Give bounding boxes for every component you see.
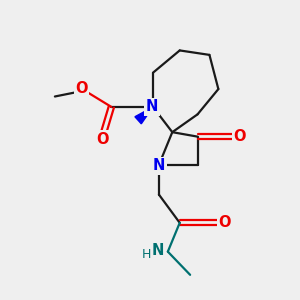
Text: H: H	[141, 248, 151, 261]
Text: O: O	[219, 215, 231, 230]
Text: O: O	[233, 129, 246, 144]
Text: O: O	[96, 132, 109, 147]
Polygon shape	[135, 107, 153, 124]
Text: N: N	[153, 158, 165, 173]
Text: N: N	[151, 243, 164, 258]
Text: N: N	[146, 99, 158, 114]
Text: O: O	[75, 81, 88, 96]
